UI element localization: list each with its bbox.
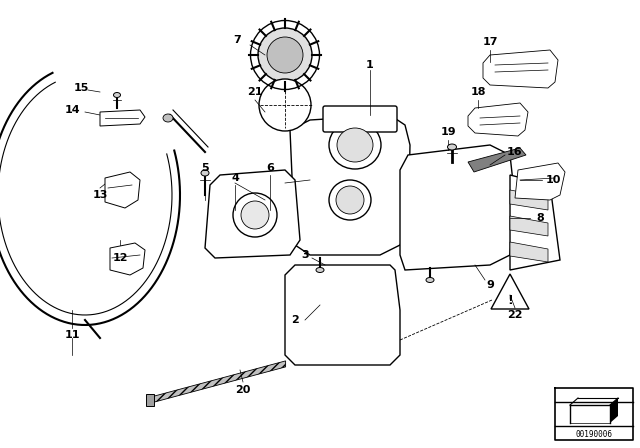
Text: 18: 18: [470, 87, 486, 97]
Text: 10: 10: [545, 175, 561, 185]
Polygon shape: [515, 163, 565, 200]
Text: 00190006: 00190006: [575, 430, 612, 439]
Ellipse shape: [426, 277, 434, 283]
Text: 17: 17: [483, 37, 498, 47]
Polygon shape: [105, 172, 140, 208]
Text: 6: 6: [266, 163, 274, 173]
Text: 1: 1: [366, 60, 374, 70]
Polygon shape: [468, 103, 528, 136]
Text: 12: 12: [112, 253, 128, 263]
Polygon shape: [483, 50, 558, 88]
Text: 5: 5: [201, 163, 209, 173]
Ellipse shape: [201, 170, 209, 176]
Polygon shape: [400, 145, 515, 270]
Ellipse shape: [259, 79, 311, 131]
Text: 14: 14: [65, 105, 81, 115]
Text: 9: 9: [486, 280, 494, 290]
Text: 16: 16: [507, 147, 523, 157]
Ellipse shape: [447, 144, 456, 150]
Ellipse shape: [337, 128, 373, 162]
Polygon shape: [290, 115, 410, 255]
Polygon shape: [205, 170, 300, 258]
Text: 19: 19: [440, 127, 456, 137]
Ellipse shape: [113, 92, 120, 98]
Polygon shape: [610, 398, 618, 423]
Ellipse shape: [316, 267, 324, 272]
Polygon shape: [100, 110, 145, 126]
Polygon shape: [510, 216, 548, 236]
Polygon shape: [147, 394, 154, 406]
Ellipse shape: [233, 193, 277, 237]
Ellipse shape: [329, 180, 371, 220]
Text: 21: 21: [247, 87, 263, 97]
Ellipse shape: [258, 28, 312, 82]
FancyBboxPatch shape: [323, 106, 397, 132]
Text: 20: 20: [236, 385, 251, 395]
Text: 8: 8: [536, 213, 544, 223]
Text: 15: 15: [74, 83, 89, 93]
Ellipse shape: [336, 186, 364, 214]
Ellipse shape: [163, 114, 173, 122]
Text: 2: 2: [291, 315, 299, 325]
Text: 13: 13: [92, 190, 108, 200]
Text: 4: 4: [231, 173, 239, 183]
Text: 7: 7: [233, 35, 241, 45]
Text: 22: 22: [508, 310, 523, 320]
Text: !: !: [507, 293, 513, 306]
Ellipse shape: [267, 37, 303, 73]
Polygon shape: [510, 190, 548, 210]
Polygon shape: [510, 175, 560, 270]
Ellipse shape: [241, 201, 269, 229]
Polygon shape: [468, 148, 526, 172]
Polygon shape: [110, 243, 145, 275]
Ellipse shape: [329, 121, 381, 169]
Polygon shape: [491, 274, 529, 309]
Text: 3: 3: [301, 250, 309, 260]
Polygon shape: [150, 361, 285, 403]
Polygon shape: [510, 242, 548, 262]
Text: 11: 11: [64, 330, 80, 340]
Polygon shape: [285, 265, 400, 365]
